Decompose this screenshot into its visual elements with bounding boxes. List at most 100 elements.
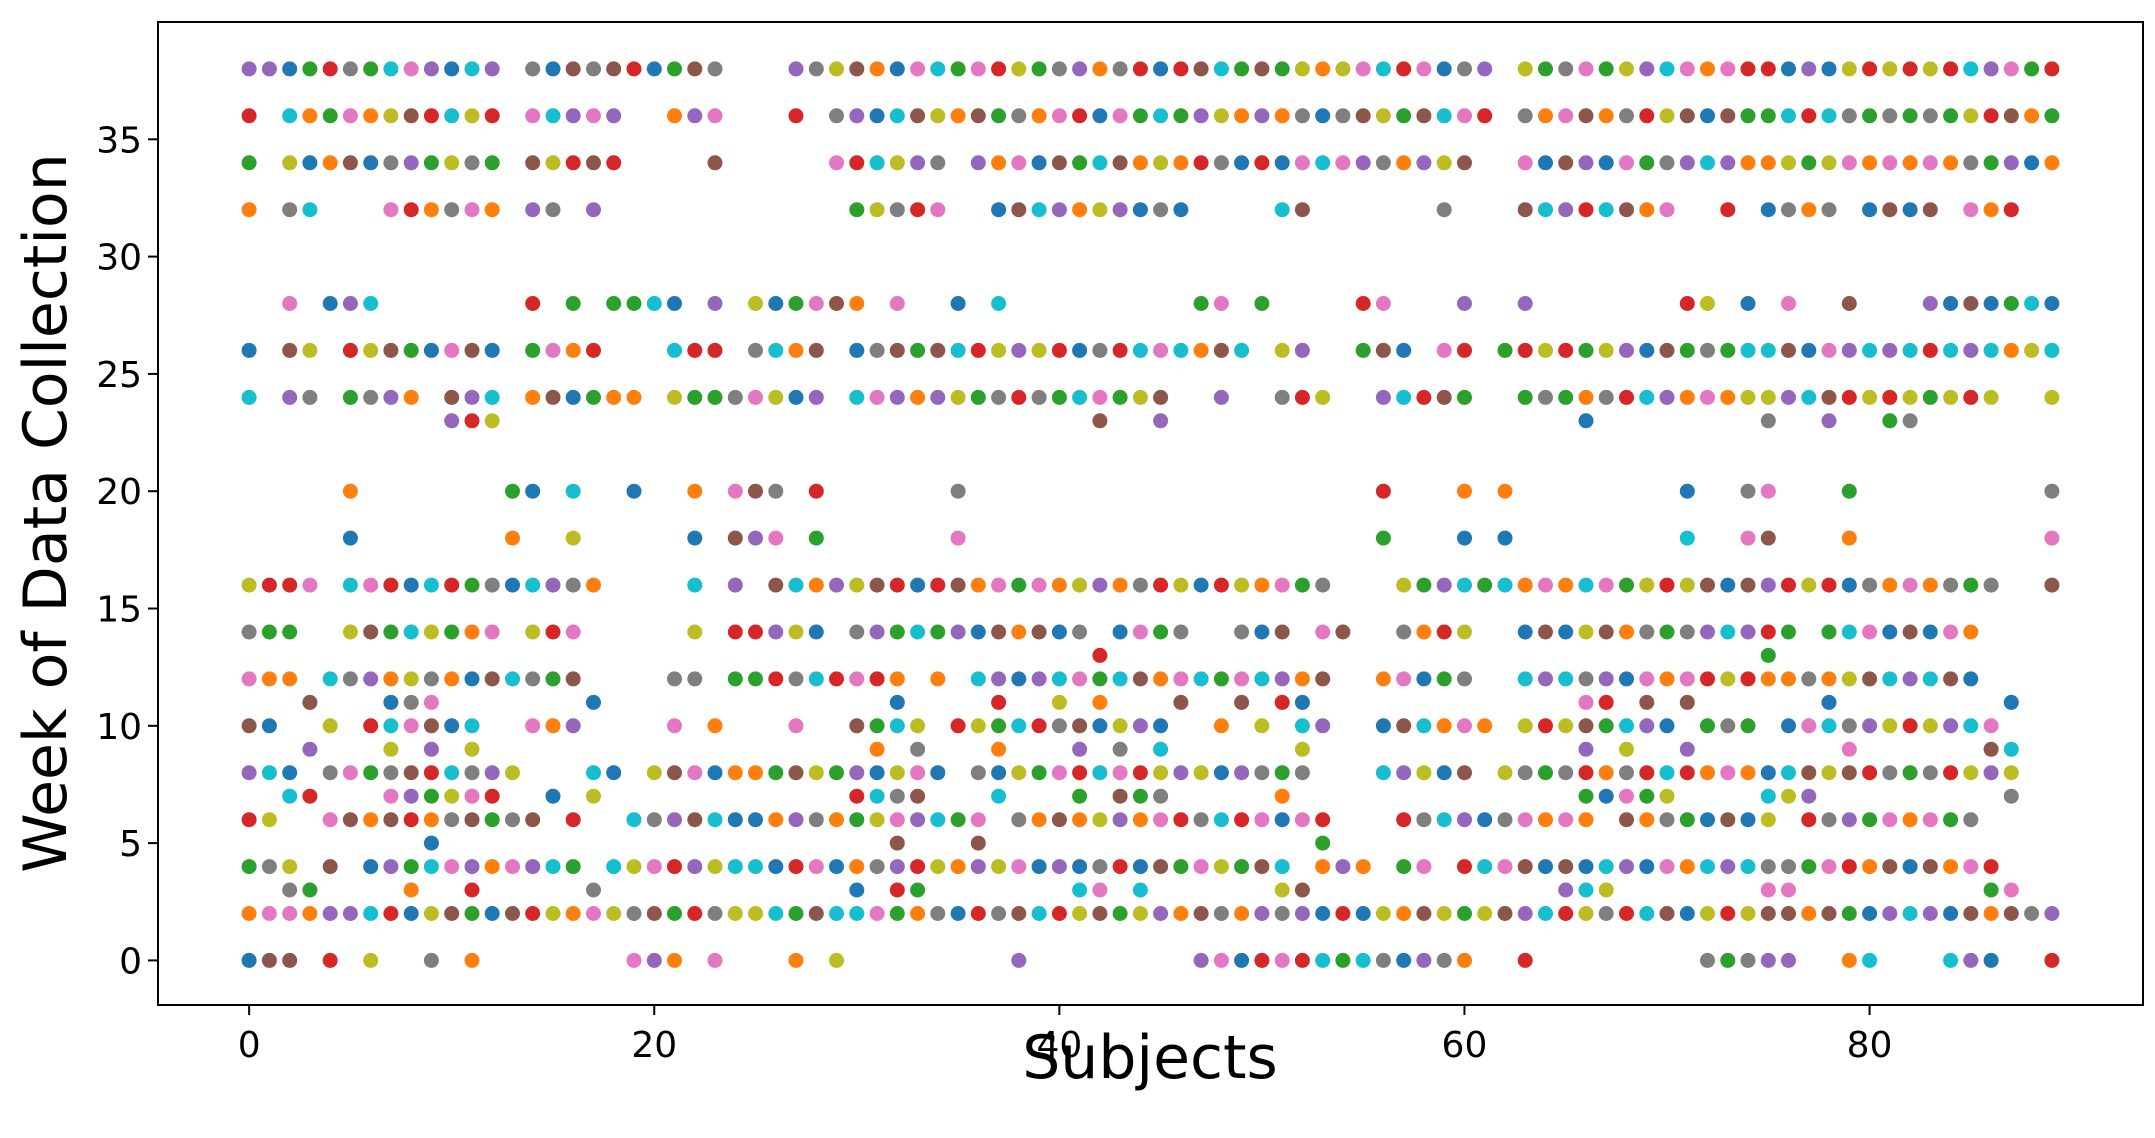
data-point — [1213, 671, 1229, 687]
data-point — [1619, 788, 1634, 804]
data-point — [889, 694, 905, 710]
data-point — [1760, 952, 1776, 968]
data-point — [1375, 296, 1391, 311]
data-point — [423, 812, 439, 828]
data-point — [889, 61, 905, 77]
data-point — [930, 108, 946, 124]
data-point — [1841, 671, 1857, 687]
data-point — [403, 342, 419, 358]
data-point — [1375, 906, 1391, 921]
data-point — [1072, 342, 1088, 358]
data-point — [1902, 155, 1918, 171]
data-point — [1497, 906, 1513, 921]
data-point — [302, 741, 318, 757]
data-point — [1841, 952, 1857, 968]
data-point — [788, 718, 804, 734]
data-point — [484, 389, 500, 405]
data-point — [1720, 952, 1736, 968]
data-point — [707, 859, 723, 875]
data-point — [1416, 108, 1432, 124]
data-point — [1193, 577, 1209, 593]
data-point — [1720, 155, 1736, 171]
data-point — [1517, 155, 1533, 171]
data-point — [1922, 61, 1938, 77]
data-point — [302, 788, 318, 804]
data-point — [1578, 671, 1594, 687]
data-point — [342, 765, 358, 781]
data-point — [849, 718, 865, 734]
data-point — [667, 671, 682, 687]
data-point — [545, 624, 561, 640]
data-point — [808, 296, 824, 311]
data-point — [1051, 108, 1067, 124]
data-point — [1477, 577, 1493, 593]
data-point — [383, 859, 399, 875]
data-point — [1234, 61, 1250, 77]
data-point — [423, 61, 439, 77]
data-point — [1294, 577, 1310, 593]
data-point — [302, 882, 318, 898]
data-point — [808, 483, 824, 499]
data-point — [1538, 61, 1553, 77]
data-point — [1679, 483, 1695, 499]
data-point — [241, 718, 257, 734]
data-point — [849, 812, 865, 828]
data-point — [342, 155, 358, 171]
data-point — [464, 952, 480, 968]
data-point — [565, 108, 581, 124]
data-point — [1983, 765, 1999, 781]
data-point — [1578, 61, 1594, 77]
data-point — [1132, 342, 1148, 358]
data-point — [1051, 342, 1067, 358]
data-point — [849, 906, 865, 921]
data-point — [1720, 859, 1736, 875]
data-point — [1213, 389, 1229, 405]
data-point — [1983, 952, 1999, 968]
data-point — [1821, 413, 1837, 429]
data-point — [1700, 389, 1715, 405]
data-point — [1841, 906, 1857, 921]
data-point — [484, 577, 500, 593]
data-point — [1598, 788, 1614, 804]
data-point — [484, 671, 500, 687]
data-point — [1436, 812, 1452, 828]
data-point — [667, 296, 682, 311]
data-point — [403, 155, 419, 171]
data-point — [970, 812, 986, 828]
data-point — [1274, 155, 1290, 171]
data-point — [727, 624, 743, 640]
data-point — [1700, 952, 1715, 968]
data-point — [889, 671, 905, 687]
data-point — [991, 624, 1007, 640]
data-point — [1862, 906, 1878, 921]
data-point — [1436, 61, 1452, 77]
data-point — [1457, 108, 1472, 124]
data-point — [525, 906, 541, 921]
data-point — [1213, 859, 1229, 875]
data-point — [1639, 694, 1655, 710]
data-point — [1517, 202, 1533, 218]
data-point — [748, 530, 763, 546]
data-point — [889, 906, 905, 921]
data-point — [626, 296, 642, 311]
data-point — [1375, 108, 1391, 124]
data-point — [1051, 577, 1067, 593]
data-point — [991, 694, 1007, 710]
data-point — [505, 859, 520, 875]
data-point — [1315, 577, 1331, 593]
data-point — [1274, 202, 1290, 218]
data-point — [1821, 624, 1837, 640]
data-point — [1031, 61, 1047, 77]
data-point — [1173, 61, 1189, 77]
data-point — [1112, 108, 1128, 124]
data-point — [525, 577, 541, 593]
data-point — [1679, 389, 1695, 405]
data-point — [1355, 906, 1371, 921]
data-point — [1943, 765, 1959, 781]
data-point — [808, 577, 824, 593]
data-point — [1598, 202, 1614, 218]
data-point — [1882, 577, 1898, 593]
data-point — [464, 342, 480, 358]
data-point — [1619, 718, 1634, 734]
data-point — [889, 765, 905, 781]
